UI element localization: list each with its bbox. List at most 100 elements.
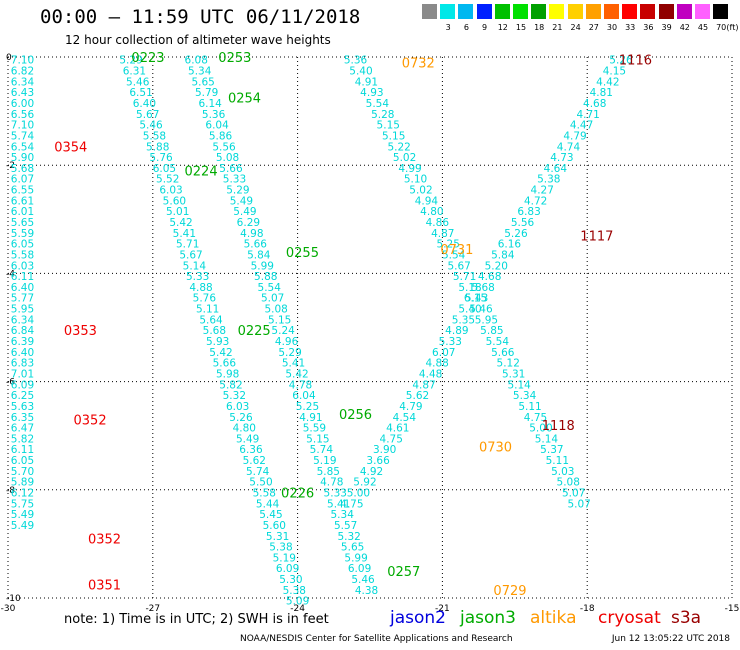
- wave-height-point: 7.10: [11, 55, 34, 67]
- wave-height-point: 5.49: [233, 206, 256, 218]
- wave-height-point: 5.14: [183, 260, 207, 272]
- satellite-jason3: jason3: [460, 608, 516, 628]
- wave-height-point: 4.99: [398, 163, 421, 175]
- wave-height-point: 4.72: [524, 195, 547, 207]
- wave-height-point: 4.48: [419, 368, 442, 380]
- wave-height-point: 5.00: [347, 488, 370, 500]
- legend-swatch: [585, 4, 601, 19]
- wave-height-point: 5.15: [382, 130, 405, 142]
- wave-height-point: 4.80: [233, 423, 256, 435]
- wave-height-point: 4.93: [360, 87, 383, 99]
- wave-height-point: 6.40: [11, 282, 34, 294]
- x-tick-label: -27: [145, 604, 160, 614]
- wave-height-point: 4.92: [360, 466, 383, 478]
- x-tick-label: -24: [290, 604, 305, 614]
- wave-height-point: 6.16: [498, 239, 522, 251]
- wave-height-point: 5.11: [196, 304, 219, 316]
- wave-height-point: 5.34: [188, 66, 212, 78]
- wave-height-point: 6.82: [11, 66, 34, 78]
- wave-height-point: 5.15: [377, 120, 400, 132]
- wave-height-point: 6.84: [11, 325, 35, 337]
- satellite-s3a: s3a: [671, 608, 702, 628]
- wave-height-point: 5.90: [11, 152, 34, 164]
- wave-height-point: 7.10: [11, 120, 34, 132]
- wave-height-point: 5.79: [195, 87, 218, 99]
- x-tick-label: -21: [435, 604, 450, 614]
- wave-height-point: 4.96: [275, 336, 299, 348]
- wave-height-point: 5.32: [337, 531, 360, 543]
- wave-height-point: 5.58: [253, 488, 276, 500]
- wave-height-point: 6.54: [11, 141, 35, 153]
- wave-height-point: 6.09: [348, 563, 371, 575]
- wave-height-point: 4.61: [386, 423, 409, 435]
- wave-height-point: 5.63: [11, 401, 34, 413]
- legend-swatch: [622, 4, 638, 19]
- wave-height-point: 4.91: [355, 76, 378, 88]
- wave-height-point: 5.41: [282, 358, 305, 370]
- wave-height-point: 7.01: [11, 368, 34, 380]
- wave-height-point: 5.10: [404, 174, 427, 186]
- wave-height-point: 5.35: [452, 314, 475, 326]
- wave-height-point: 4.87: [431, 228, 454, 240]
- wave-height-point: 5.18: [458, 282, 481, 294]
- wave-height-point: 6.34: [11, 76, 35, 88]
- wave-height-point: 5.67: [179, 249, 202, 261]
- wave-height-point: 5.70: [11, 466, 34, 478]
- wave-height-point: 5.84: [491, 249, 515, 261]
- legend-swatch: [531, 4, 547, 19]
- wave-height-point: 5.75: [11, 498, 34, 510]
- wave-height-point: 4.15: [603, 66, 626, 78]
- legend-label: 24: [570, 23, 581, 32]
- wave-height-point: 5.54: [442, 249, 466, 261]
- wave-height-point: 5.67: [447, 260, 470, 272]
- pass-time-label: 0226: [281, 487, 314, 502]
- wave-height-point: 5.29: [226, 185, 249, 197]
- wave-height-point: 5.60: [263, 520, 286, 532]
- wave-height-point: 4.78: [289, 379, 312, 391]
- legend-swatch: [604, 4, 619, 19]
- wave-height-point: 5.67: [136, 109, 159, 121]
- wave-height-point: 5.49: [230, 195, 253, 207]
- wave-height-point: 6.09: [276, 563, 299, 575]
- wave-height-point: 5.33: [186, 271, 209, 283]
- wave-height-point: 5.95: [11, 304, 34, 316]
- pass-time-label: 0254: [228, 92, 261, 107]
- chart-title: 00:00 – 11:59 UTC 06/11/2018: [40, 6, 361, 28]
- wave-height-point: 6.04: [205, 120, 229, 132]
- wave-height-point: 5.88: [146, 141, 169, 153]
- wave-height-point: 5.56: [511, 217, 535, 229]
- wave-height-point: 5.33: [223, 174, 246, 186]
- wave-height-point: 6.25: [11, 390, 34, 402]
- wave-height-point: 5.43: [465, 293, 488, 305]
- wave-height-point: 5.36: [344, 55, 368, 67]
- wave-height-point: 5.46: [126, 76, 150, 88]
- pass-time-label: 0225: [238, 324, 271, 339]
- chart-subtitle: 12 hour collection of altimeter wave hei…: [65, 33, 331, 47]
- wave-height-point: 6.39: [11, 336, 34, 348]
- wave-height-point: 6.04: [292, 390, 316, 402]
- wave-height-point: 5.07: [261, 293, 284, 305]
- wave-height-point: 4.27: [531, 185, 554, 197]
- wave-height-point: 5.26: [504, 228, 528, 240]
- wave-height-point: 5.65: [341, 542, 364, 554]
- wave-height-point: 3.90: [373, 444, 396, 456]
- wave-height-point: 5.19: [273, 552, 296, 564]
- legend-swatch: [513, 4, 528, 19]
- wave-height-point: 4.94: [415, 195, 439, 207]
- wave-height-point: 5.74: [11, 130, 35, 142]
- wave-height-point: 5.74: [310, 444, 334, 456]
- wave-height-point: 5.02: [393, 152, 416, 164]
- wave-height-point: 5.14: [535, 433, 559, 445]
- wave-height-point: 5.66: [491, 347, 515, 359]
- legend-label: 12: [497, 23, 508, 32]
- wave-height-point: 5.45: [259, 509, 282, 521]
- wave-height-point: 5.46: [139, 120, 163, 132]
- y-tick-label: 0: [6, 53, 12, 63]
- wave-height-point: 5.59: [303, 423, 326, 435]
- legend-label: 21: [552, 23, 563, 32]
- wave-height-point: 5.76: [149, 152, 173, 164]
- wave-height-point: 4.64: [544, 163, 568, 175]
- wave-height-point: 5.15: [306, 433, 329, 445]
- wave-height-point: 5.41: [327, 498, 350, 510]
- wave-height-point: 5.49: [11, 520, 34, 532]
